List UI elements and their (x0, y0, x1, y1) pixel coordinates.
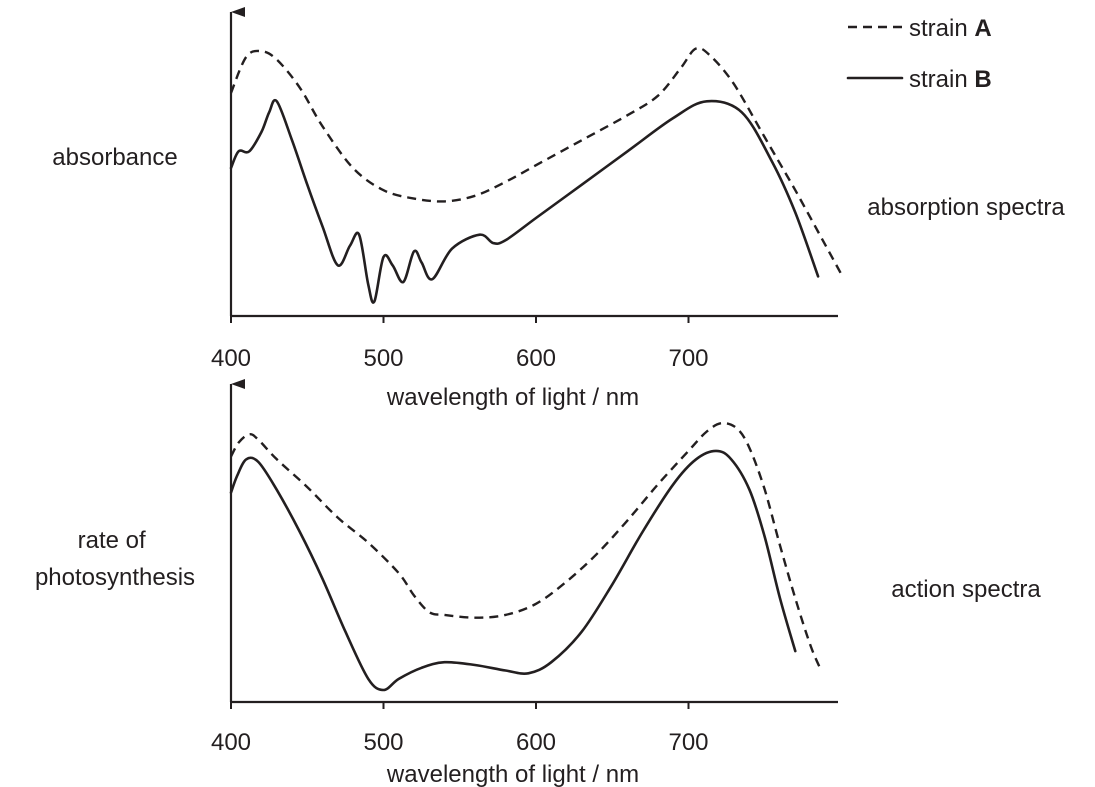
x-tick-label-600: 600 (516, 729, 556, 756)
legend-label-strain-a: strain A (909, 15, 992, 42)
y-axis-label-line-1: rate of (78, 527, 146, 554)
x-tick-label-700: 700 (668, 345, 708, 372)
x-ticks: 400 500 600 700 (211, 316, 709, 372)
x-tick-label-400: 400 (211, 729, 251, 756)
series-line-strain-a (229, 46, 843, 275)
chart-title: action spectra (891, 576, 1041, 603)
series-line-strain-b (229, 449, 797, 692)
x-tick-label-600: 600 (516, 345, 556, 372)
y-axis-label-line-2: photosynthesis (35, 564, 195, 591)
y-axis-label: absorbance (52, 144, 177, 171)
chart-title: absorption spectra (867, 194, 1065, 221)
x-tick-label-700: 700 (668, 729, 708, 756)
y-axis-label: rate of photosynthesis (35, 527, 195, 591)
x-tick-label-400: 400 (211, 345, 251, 372)
x-axis-label: wavelength of light / nm (386, 384, 639, 411)
series-line-strain-a (229, 421, 823, 671)
action-chart: 400 500 600 700 rate of photosynthesis wave… (35, 379, 1041, 787)
absorption-chart: 400 500 600 700 absorbance wavelength of li… (52, 7, 1065, 411)
legend: strain A strain B (846, 15, 992, 93)
series-line-strain-b (229, 98, 820, 304)
x-tick-label-500: 500 (363, 729, 403, 756)
x-ticks: 400 500 600 700 (211, 702, 709, 756)
x-tick-label-500: 500 (363, 345, 403, 372)
series-group (229, 421, 823, 692)
x-axis-label: wavelength of light / nm (386, 761, 639, 787)
legend-label-strain-b: strain B (909, 66, 992, 93)
series-group (229, 46, 843, 304)
